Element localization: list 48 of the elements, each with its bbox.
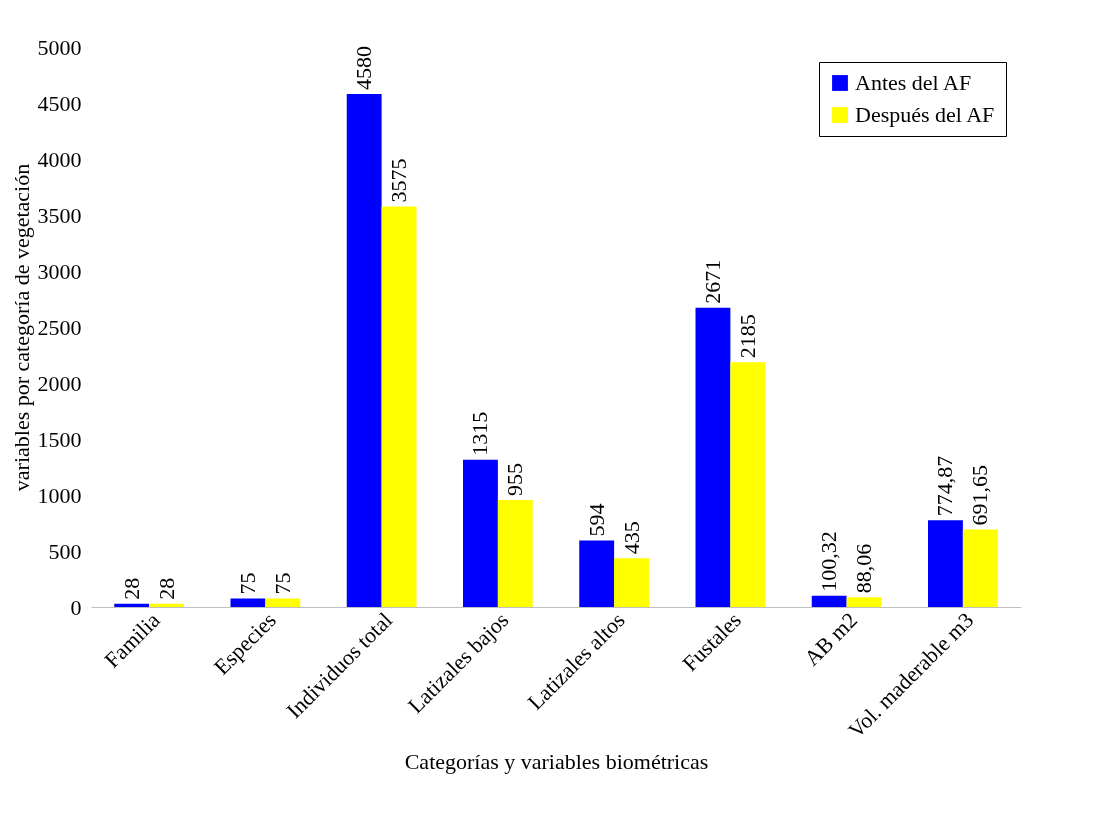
bar: [928, 520, 963, 607]
y-tick-label: 4500: [37, 90, 82, 116]
bar: [346, 94, 382, 607]
bar: [695, 307, 731, 607]
data-label: 88,06: [851, 543, 877, 594]
y-tick-label: 3000: [37, 258, 82, 284]
data-label: 1315: [467, 411, 493, 456]
data-label: 774,87: [932, 455, 958, 517]
x-tick-label: AB m2: [799, 607, 863, 671]
legend-label: Después del AF: [855, 102, 995, 127]
bar: [846, 597, 882, 607]
y-tick-label: 4000: [37, 146, 82, 172]
data-label: 2671: [699, 259, 725, 304]
bar: [730, 362, 766, 607]
bar: [811, 595, 847, 607]
bar: [962, 529, 998, 607]
y-tick-label: 3500: [37, 202, 82, 228]
y-axis-title: variables por categoría de vegetación: [8, 163, 34, 492]
legend-label: Antes del AF: [855, 70, 972, 95]
x-axis-title: Categorías y variables biométricas: [404, 749, 709, 774]
y-tick-label: 2500: [37, 314, 82, 340]
data-label: 2185: [734, 314, 760, 359]
data-label: 28: [153, 577, 179, 600]
data-label: 28: [118, 577, 144, 600]
bar: [381, 206, 417, 607]
y-tick-label: 1000: [37, 482, 82, 508]
bar: [463, 459, 498, 607]
data-label: 594: [583, 503, 609, 537]
bar: [149, 603, 184, 607]
bar: [497, 500, 533, 607]
data-label: 435: [618, 521, 644, 555]
y-tick-label: 2000: [37, 370, 82, 396]
data-label: 4580: [351, 46, 377, 91]
bar: [114, 603, 150, 607]
data-label: 3575: [386, 158, 412, 203]
data-label: 100,32: [816, 531, 842, 592]
y-tick-label: 5000: [37, 34, 82, 60]
data-label: 75: [234, 572, 260, 595]
data-label: 955: [502, 463, 528, 497]
bar: [230, 598, 266, 607]
y-tick-label: 500: [48, 538, 82, 564]
bar: [614, 558, 649, 607]
bar: [579, 540, 615, 607]
bar: [265, 598, 301, 607]
y-tick-label: 1500: [37, 426, 82, 452]
data-label: 691,65: [967, 465, 993, 526]
y-tick-label: 0: [70, 594, 82, 620]
data-label: 75: [269, 572, 295, 595]
